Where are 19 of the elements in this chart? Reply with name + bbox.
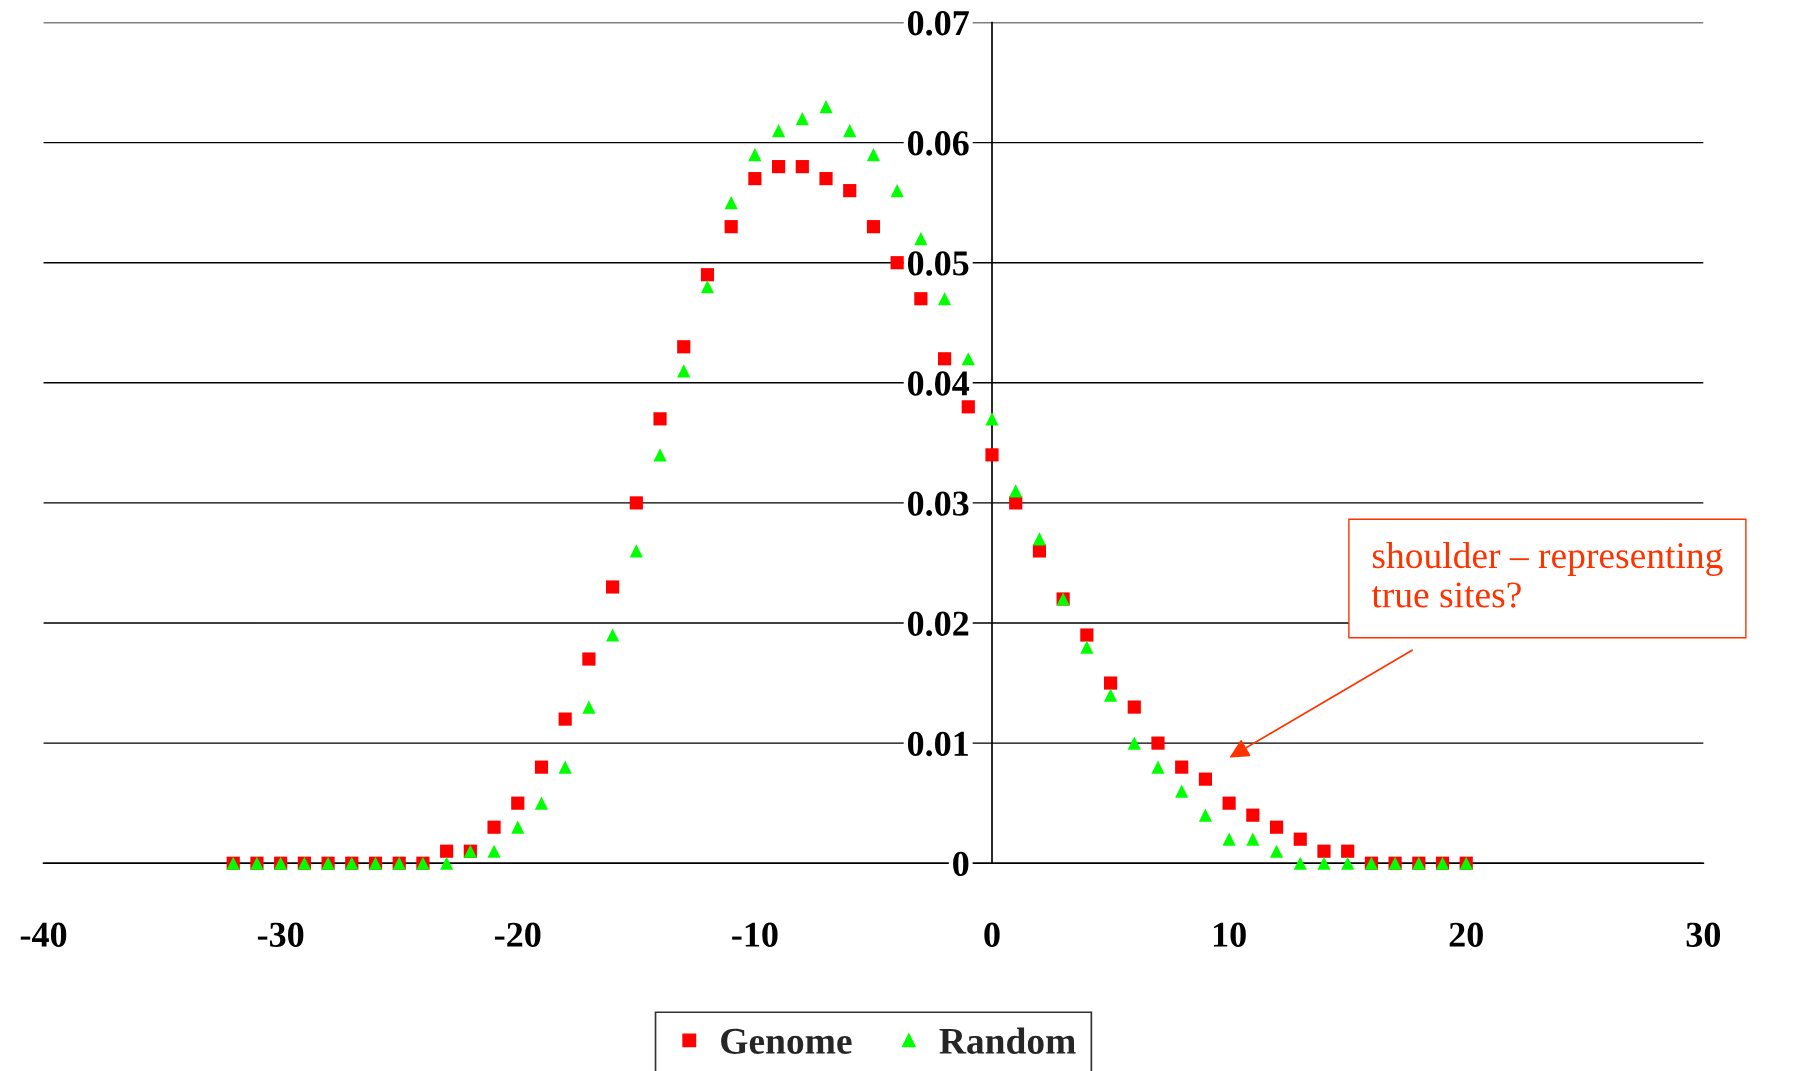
y-tick-label: 0.02 [907, 611, 969, 637]
legend-label: Genome [721, 1028, 852, 1054]
y-tick-label: 0.04 [907, 371, 970, 396]
x-tick-label: -30 [257, 922, 304, 947]
y-tick-label: 0.07 [907, 11, 969, 36]
annotation: shoulder – representing true sites? [1371, 541, 1723, 608]
y-tick-label: 0 [953, 851, 969, 877]
y-tick-label: 0.06 [907, 131, 969, 156]
y-tick-label: 0.05 [907, 251, 969, 276]
x-tick-label: 10 [1213, 922, 1246, 947]
x-tick-label: 20 [1449, 922, 1483, 947]
y-tick-label: 0.01 [907, 731, 968, 757]
x-tick-label: 30 [1686, 922, 1721, 947]
x-tick-label: -20 [495, 922, 541, 947]
x-tick-label: -40 [20, 922, 67, 947]
x-tick-label: 0 [984, 922, 1000, 947]
legend-label: Random [939, 1027, 1076, 1054]
x-tick-label: -10 [732, 922, 778, 947]
y-tick-label: 0.03 [907, 491, 969, 516]
